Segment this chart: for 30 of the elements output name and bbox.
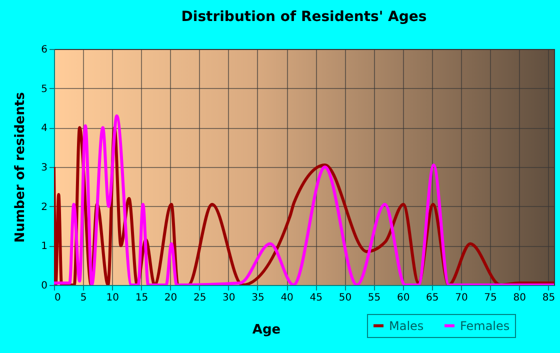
y-tick-label: 1 xyxy=(41,241,48,252)
y-tick-label: 5 xyxy=(41,84,48,95)
legend-label: Males xyxy=(389,318,424,333)
legend-label: Females xyxy=(460,318,510,333)
x-tick-label: 50 xyxy=(338,292,352,304)
x-tick-label: 5 xyxy=(80,292,87,304)
chart-title: Distribution of Residents' Ages xyxy=(181,9,427,25)
x-tick-label: 10 xyxy=(106,292,120,304)
x-tick-label: 40 xyxy=(280,292,294,304)
y-tick-label: 4 xyxy=(41,123,48,134)
x-tick-label: 30 xyxy=(222,292,236,304)
x-tick-label: 65 xyxy=(426,292,439,304)
x-tick-label: 35 xyxy=(252,292,264,304)
y-tick-label: 2 xyxy=(41,202,48,213)
y-axis-title: Number of residents xyxy=(13,92,28,243)
x-tick-label: 25 xyxy=(193,292,206,304)
x-tick-label: 60 xyxy=(396,292,410,304)
x-tick-label: 75 xyxy=(484,292,497,304)
x-tick-label: 70 xyxy=(455,292,468,304)
x-tick-label: 15 xyxy=(135,292,148,304)
x-tick-label: 45 xyxy=(310,292,322,304)
y-tick-label: 6 xyxy=(41,44,48,56)
x-tick-label: 85 xyxy=(542,292,556,304)
x-tick-label: 55 xyxy=(368,292,381,304)
x-tick-label: 0 xyxy=(54,292,61,304)
y-tick-label: 3 xyxy=(41,162,48,174)
x-axis-title: Age xyxy=(252,322,281,338)
y-tick-label: 0 xyxy=(41,280,48,292)
x-tick-label: 80 xyxy=(513,292,526,304)
x-tick-label: 20 xyxy=(164,292,178,304)
